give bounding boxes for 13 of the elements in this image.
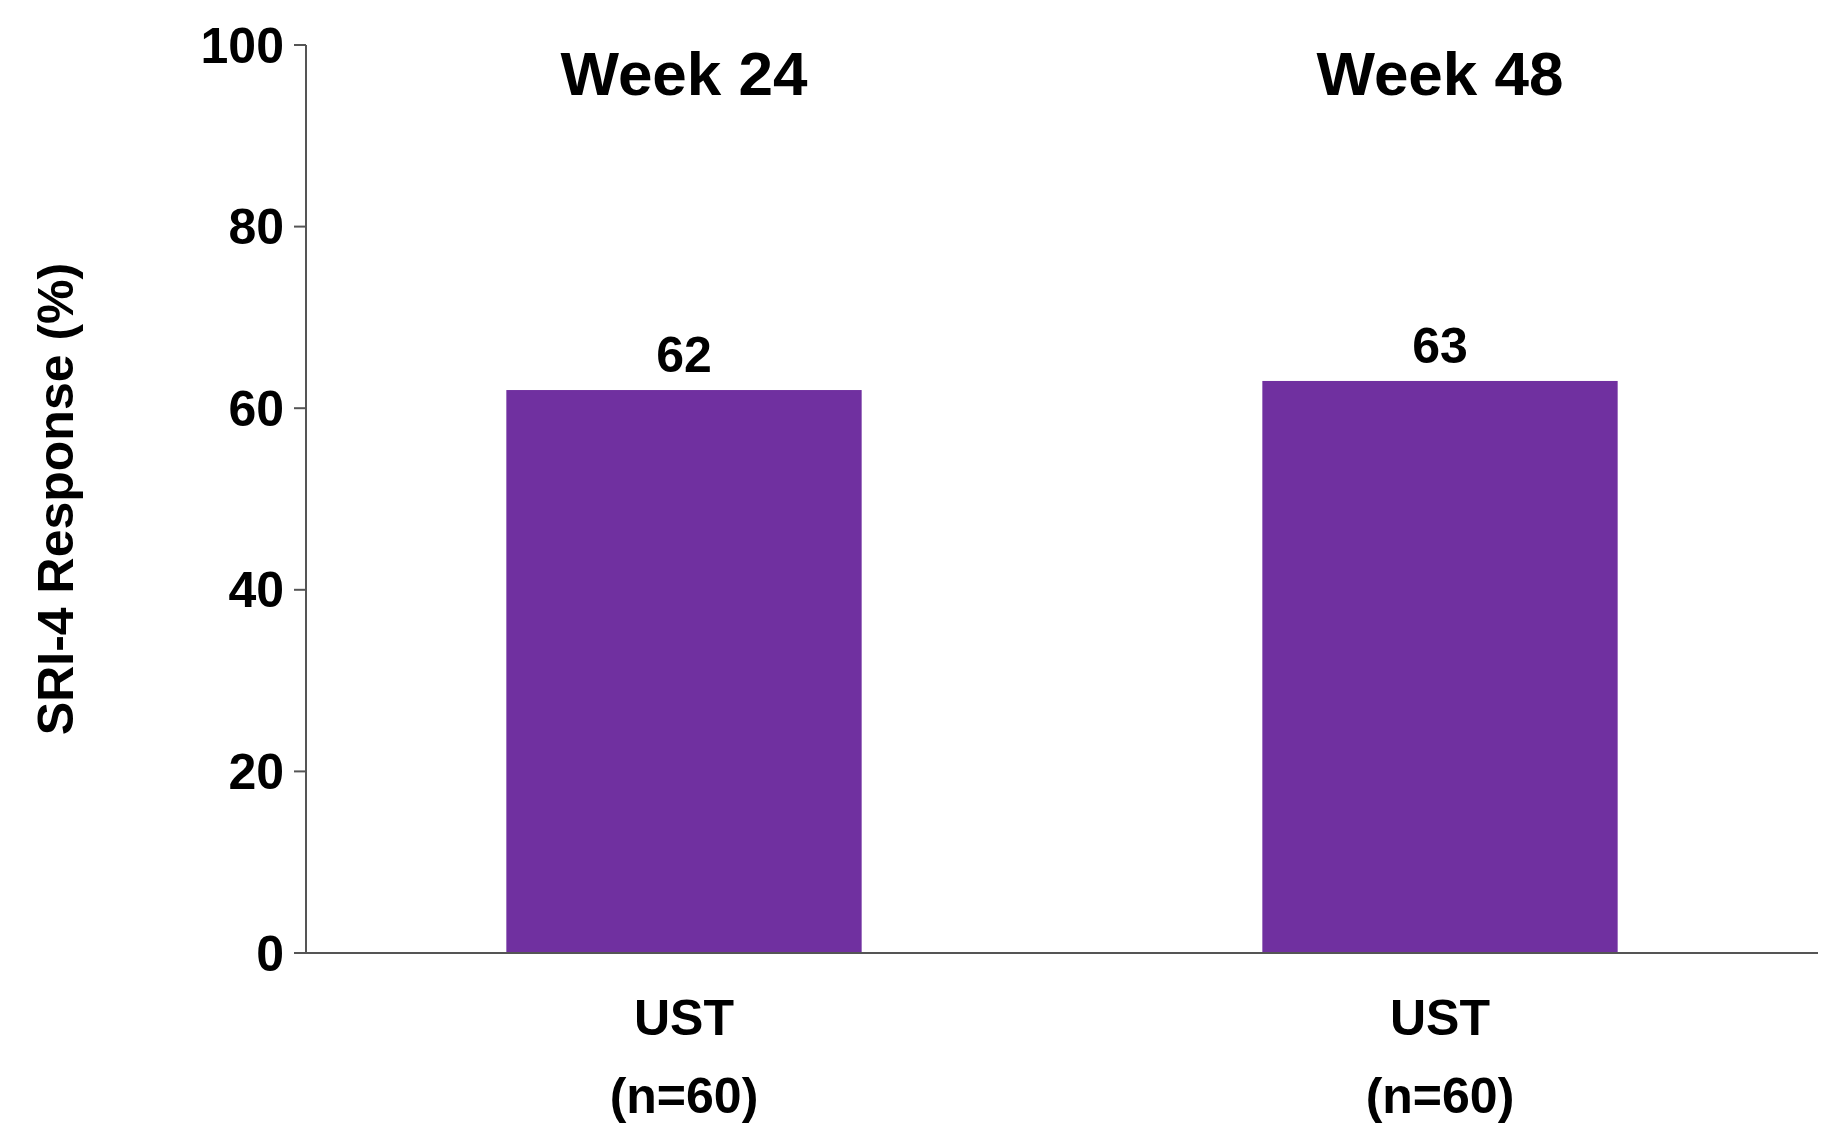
annotation: Week 48 — [1316, 39, 1564, 108]
y-tick-label: 0 — [256, 925, 284, 982]
y-axis-title: SRI-4 Response (%) — [28, 262, 84, 736]
annotation: Week 24 — [560, 39, 809, 108]
y-tick-label: 20 — [228, 743, 284, 800]
y-tick-label: 100 — [200, 17, 284, 74]
data-label: 62 — [656, 327, 712, 384]
y-tick-label: 80 — [228, 199, 284, 256]
y-tick-label: 60 — [228, 380, 284, 437]
y-tick-label: 40 — [228, 562, 284, 619]
x-tick-label: UST (n=60) — [609, 990, 759, 1124]
x-tick-label: UST (n=60) — [1365, 990, 1515, 1124]
data-label: 63 — [1412, 317, 1468, 374]
